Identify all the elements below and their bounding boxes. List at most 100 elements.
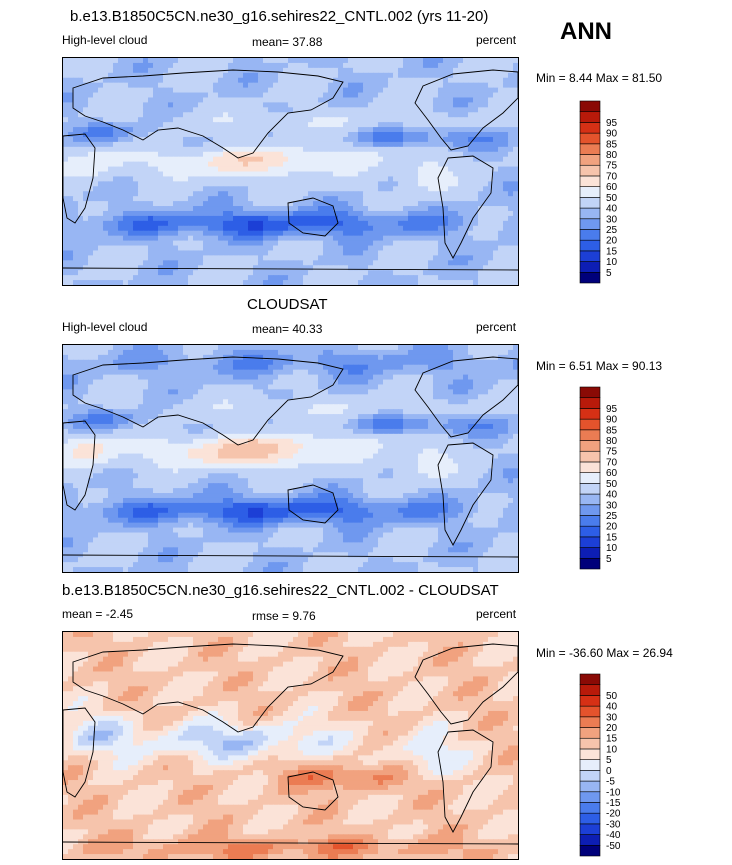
field-cell [268, 58, 274, 64]
field-cell [368, 240, 374, 247]
field-cell [163, 127, 169, 133]
field-cell [143, 58, 149, 64]
field-cell [213, 156, 219, 163]
field-cell [273, 186, 279, 192]
field-cell [388, 141, 394, 148]
field-cell [133, 146, 139, 153]
field-cell [393, 275, 399, 281]
field-cell [168, 186, 174, 192]
field-cell [103, 191, 109, 197]
field-cell [303, 225, 309, 232]
field-cell [103, 102, 109, 108]
field-cell [73, 77, 79, 84]
field-cell [233, 345, 239, 351]
field-cell [188, 141, 194, 148]
field-cell [188, 191, 194, 197]
field-cell [448, 92, 454, 99]
field-cell [193, 102, 199, 108]
field-cell [148, 62, 154, 69]
field-cell [458, 345, 464, 351]
field-cell [348, 345, 354, 351]
field-cell [118, 87, 124, 94]
field-cell [173, 265, 179, 271]
field-cell [398, 156, 404, 163]
field-cell [278, 270, 284, 276]
field-cell [283, 349, 289, 356]
field-cell [373, 250, 379, 256]
field-cell [163, 58, 169, 64]
field-cell [98, 359, 104, 366]
field-cell [408, 220, 414, 227]
field-cell [93, 127, 99, 133]
field-cell [358, 122, 364, 128]
field-cell [358, 196, 364, 202]
field-cell [478, 369, 484, 376]
field-cell [138, 240, 144, 247]
panel2-mean-label: mean= 40.33 [252, 322, 323, 336]
field-cell [503, 62, 509, 69]
field-cell [403, 349, 409, 356]
field-cell [68, 354, 74, 361]
field-cell [153, 245, 159, 252]
field-cell [338, 364, 344, 371]
field-cell [288, 349, 294, 356]
field-cell [293, 225, 299, 232]
field-cell [403, 171, 409, 178]
field-cell [448, 215, 454, 222]
field-cell [98, 117, 104, 123]
field-cell [208, 255, 214, 261]
field-cell [288, 58, 294, 64]
field-cell [128, 379, 134, 386]
field-cell [483, 186, 489, 192]
field-cell [433, 97, 439, 104]
field-cell [308, 206, 314, 212]
field-cell [63, 127, 69, 133]
field-cell [78, 220, 84, 227]
field-cell [63, 201, 69, 207]
field-cell [73, 97, 79, 104]
field-cell [328, 127, 334, 133]
field-cell [108, 245, 114, 252]
field-cell [123, 132, 129, 138]
field-cell [378, 225, 384, 232]
field-cell [423, 369, 429, 376]
field-cell [513, 280, 518, 285]
field-cell [83, 87, 89, 94]
field-cell [228, 206, 234, 212]
field-cell [208, 210, 214, 217]
field-cell [443, 215, 449, 222]
field-cell [358, 210, 364, 217]
field-cell [68, 156, 74, 163]
field-cell [498, 270, 504, 276]
field-cell [283, 210, 289, 217]
field-cell [173, 235, 179, 242]
field-cell [273, 151, 279, 158]
field-cell [163, 151, 169, 158]
field-cell [403, 201, 409, 207]
field-cell [203, 245, 209, 252]
field-cell [313, 156, 319, 163]
field-cell [293, 127, 299, 133]
field-cell [293, 345, 299, 351]
field-cell [233, 176, 239, 182]
field-cell [108, 102, 114, 108]
field-cell [348, 127, 354, 133]
field-cell [358, 364, 364, 371]
field-cell [263, 117, 269, 123]
field-cell [468, 87, 474, 94]
field-cell [448, 354, 454, 361]
field-cell [423, 77, 429, 84]
field-cell [198, 196, 204, 202]
field-cell [503, 146, 509, 153]
field-cell [283, 77, 289, 84]
field-cell [248, 230, 254, 237]
field-cell [253, 77, 259, 84]
field-cell [293, 92, 299, 99]
field-cell [253, 245, 259, 252]
field-cell [283, 146, 289, 153]
field-cell [183, 206, 189, 212]
field-cell [408, 82, 414, 89]
field-cell [123, 220, 129, 227]
field-cell [213, 369, 219, 376]
field-cell [93, 255, 99, 261]
